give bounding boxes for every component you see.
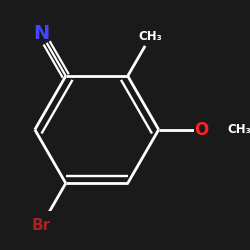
Text: CH₃: CH₃ [227, 123, 250, 136]
Text: N: N [33, 24, 50, 43]
Text: Br: Br [32, 218, 51, 233]
Text: O: O [194, 121, 209, 139]
Text: CH₃: CH₃ [138, 30, 162, 43]
